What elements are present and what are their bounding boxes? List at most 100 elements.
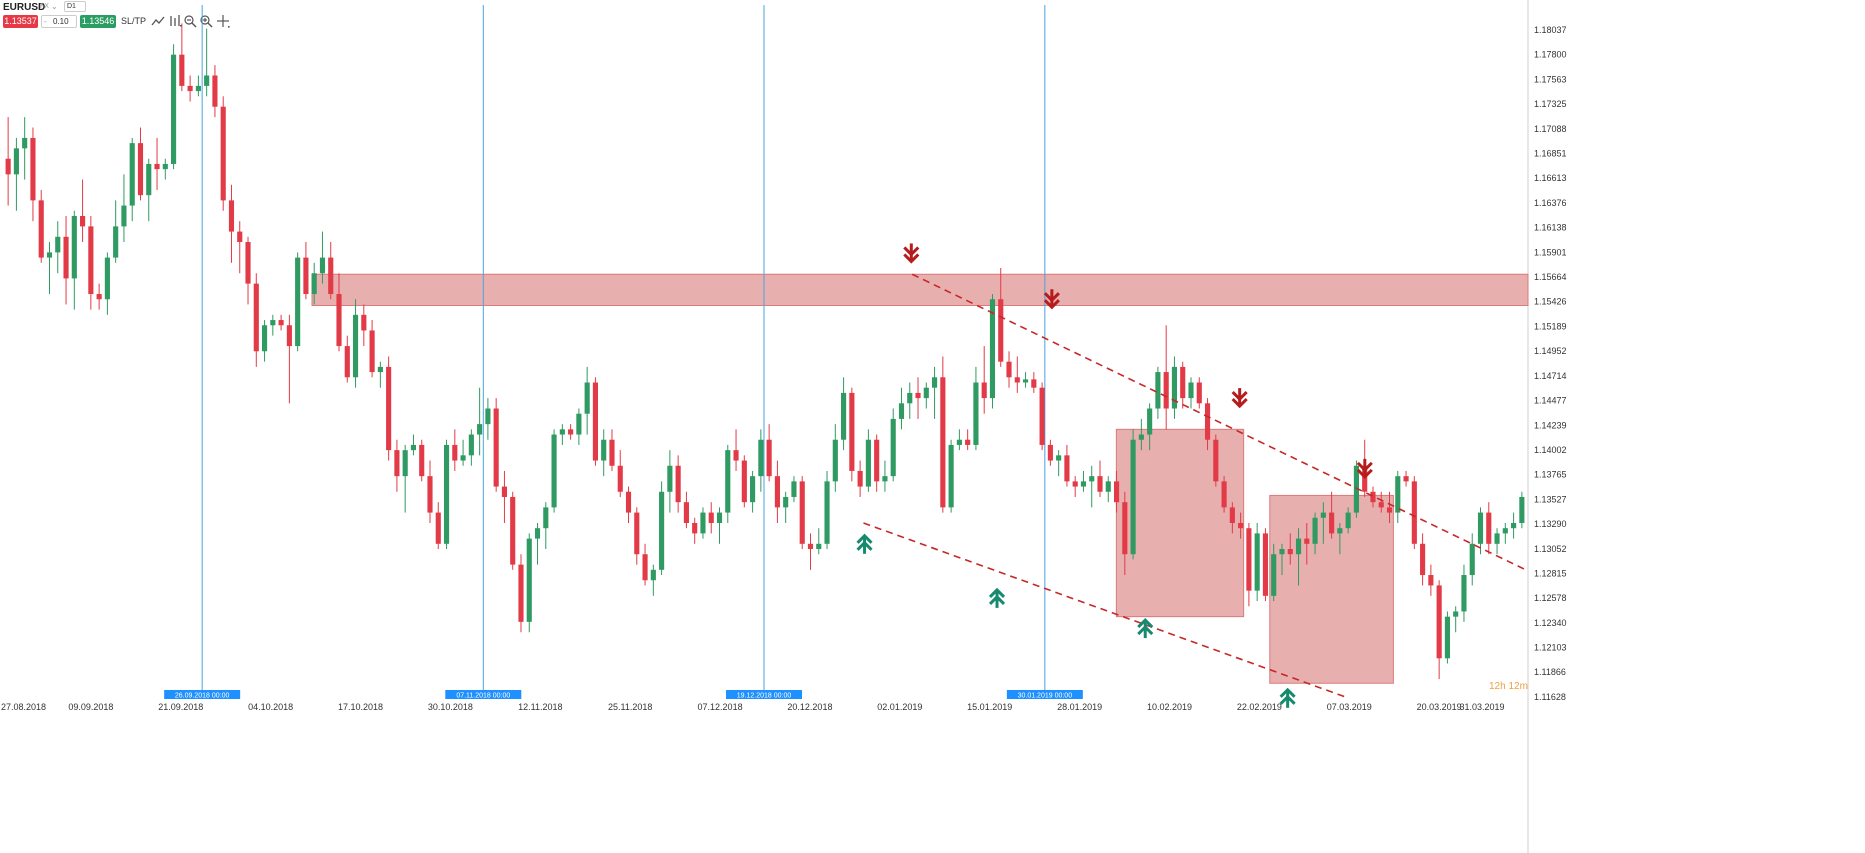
zoom-in-icon[interactable]	[199, 14, 213, 28]
candle-body	[137, 143, 144, 196]
price-tick-label: 1.13527	[1534, 494, 1567, 504]
candle-body	[932, 377, 938, 388]
candle-body	[1229, 507, 1235, 523]
buy-signal-arrow-icon-chevron	[1137, 617, 1154, 629]
buy-button[interactable]: 1.13546	[80, 15, 116, 28]
crosshair-icon[interactable]	[216, 14, 230, 28]
lot-size-value[interactable]: 0.10	[53, 17, 69, 26]
candle-body	[336, 294, 342, 347]
sltp-button[interactable]: SL/TP	[121, 16, 147, 26]
candle-body	[80, 215, 86, 227]
candle-body	[700, 512, 706, 534]
time-tick-label: 25.11.2018	[608, 702, 652, 712]
time-tick-label: 15.01.2019	[967, 702, 1012, 712]
candle-body	[791, 481, 797, 497]
candle-body	[1502, 528, 1508, 534]
symbol-label[interactable]: EURUSD	[3, 2, 46, 13]
candle-body	[1188, 382, 1194, 399]
candle-body	[890, 418, 896, 477]
candle-body	[261, 325, 268, 352]
candle-body	[1420, 543, 1426, 576]
candle-body	[1337, 528, 1343, 534]
candle-body	[568, 429, 574, 435]
time-tick-label: 31.03.2019	[1459, 702, 1504, 712]
buy-signal-arrow-icon-chevron	[988, 587, 1006, 598]
candle-body	[617, 465, 623, 492]
candle-body	[71, 215, 77, 279]
candle-body	[369, 330, 375, 373]
candle-body	[5, 158, 11, 175]
timeframe-select[interactable]: D1	[64, 1, 86, 12]
candle-body	[1254, 533, 1260, 591]
chevron-down-icon[interactable]: ⌄	[51, 2, 58, 11]
candle-body	[278, 320, 284, 326]
candle-body	[1378, 502, 1384, 508]
candle-body	[212, 75, 218, 107]
candle-body	[601, 439, 607, 461]
price-tick-label: 1.14477	[1534, 395, 1567, 405]
zoom-out-icon[interactable]	[183, 14, 197, 28]
candle-body	[1370, 491, 1376, 503]
price-tick-label: 1.16613	[1534, 173, 1567, 183]
price-tick-label: 1.16376	[1534, 198, 1567, 208]
price-tick-label: 1.12578	[1534, 593, 1567, 603]
candle-body	[832, 439, 838, 482]
lot-size-stepper[interactable]: - 0.10	[41, 15, 77, 28]
candle-body	[1494, 533, 1500, 544]
sell-button[interactable]: 1.13537	[3, 15, 38, 28]
lot-minus-button[interactable]: -	[44, 17, 47, 26]
candle-body	[1105, 481, 1111, 492]
candle-body	[1469, 543, 1475, 576]
price-tick-label: 1.17088	[1534, 124, 1567, 134]
candle-body	[220, 106, 226, 201]
candle-body	[1386, 507, 1393, 513]
candle-body	[1006, 361, 1012, 378]
price-tick-label: 1.18037	[1534, 25, 1567, 35]
bar-chart-icon[interactable]	[168, 14, 182, 28]
candle-body	[328, 257, 334, 295]
candle-body	[63, 236, 69, 279]
candle-body	[468, 434, 474, 456]
candle-body	[253, 283, 259, 352]
candle-body	[1295, 538, 1302, 555]
candle-body	[849, 392, 855, 471]
candle-body	[708, 512, 714, 523]
candle-body	[716, 512, 723, 523]
candle-body	[319, 257, 326, 274]
candle-body	[1022, 379, 1029, 383]
candle-body	[1221, 481, 1227, 508]
candle-body	[113, 226, 119, 258]
session-marker-label: 07.11.2018 00:00	[456, 693, 510, 700]
candle-body	[766, 439, 772, 477]
candle-body	[1436, 585, 1442, 659]
sell-signal-arrow-icon	[1356, 458, 1373, 479]
candle-body	[443, 444, 450, 544]
time-tick-label: 21.09.2018	[158, 702, 203, 712]
candle-body	[1428, 575, 1434, 586]
candle-body	[526, 538, 532, 622]
candle-body	[956, 439, 962, 445]
candle-body	[824, 481, 830, 544]
buy-signal-arrow-icon-chevron	[856, 533, 873, 544]
candle-body	[1304, 538, 1310, 544]
sell-signal-arrow-icon	[1231, 388, 1248, 409]
candle-body	[427, 476, 433, 513]
candle-body	[171, 54, 177, 164]
candle-body	[1031, 379, 1037, 388]
time-tick-label: 07.03.2019	[1327, 702, 1372, 712]
candle-body	[179, 54, 185, 86]
candle-timer: 12h 12m	[1489, 681, 1528, 692]
sell-signal-arrow-icon-chevron	[1043, 299, 1060, 310]
candle-body	[1171, 366, 1178, 409]
session-marker-label-bg	[164, 690, 241, 699]
session-marker-label-bg	[1006, 690, 1083, 699]
candle-body	[1147, 408, 1153, 435]
time-tick-label: 04.10.2018	[248, 702, 293, 712]
candle-body	[874, 439, 880, 482]
sell-signal-arrow-icon-chevron	[1231, 398, 1248, 409]
line-chart-icon[interactable]	[151, 14, 165, 28]
candle-body	[22, 137, 28, 149]
buy-signal-arrow-icon-chevron	[1279, 687, 1296, 698]
candle-body	[386, 366, 392, 451]
